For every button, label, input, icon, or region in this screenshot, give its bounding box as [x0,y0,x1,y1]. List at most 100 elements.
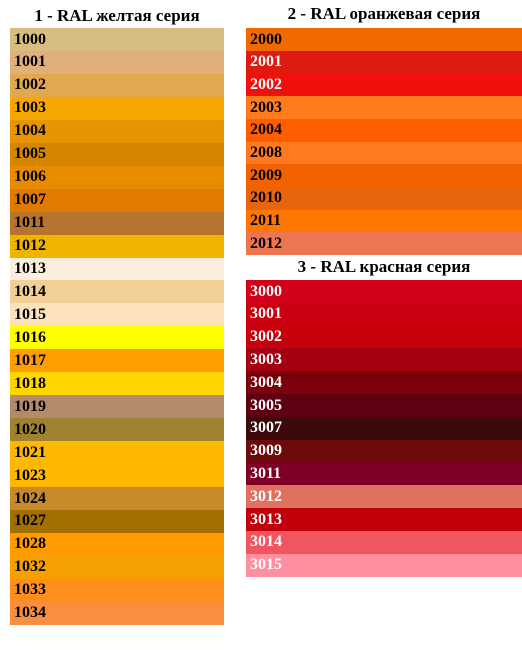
color-swatch: 2008 [246,141,522,165]
color-code: 2011 [250,212,282,230]
color-code: 3003 [250,350,282,368]
color-code: 1018 [14,374,46,392]
color-swatch: 3015 [246,553,522,577]
color-swatch: 3013 [246,508,522,531]
color-code: 1021 [14,443,46,461]
color-code: 1017 [14,351,46,369]
color-swatch: 3002 [246,325,522,349]
color-swatch: 1000 [10,28,224,51]
color-swatch: 3005 [246,394,522,417]
color-code: 1011 [14,214,46,232]
color-code: 2009 [250,166,282,184]
color-swatch: 1027 [10,509,224,533]
color-code: 3005 [250,396,282,414]
color-swatch: 3014 [246,530,522,554]
color-code: 3004 [250,373,282,391]
color-swatch: 1007 [10,188,224,212]
color-code: 3014 [250,533,282,551]
color-swatch: 1011 [10,211,224,235]
color-swatch: 2010 [246,186,522,210]
color-swatch: 3000 [246,280,522,303]
color-swatch: 1013 [10,257,224,281]
color-swatch: 1014 [10,280,224,304]
color-swatch: 3001 [246,302,522,326]
color-code: 1013 [14,260,46,277]
color-code: 3002 [250,328,282,346]
color-code: 1020 [14,420,46,438]
color-swatch: 1021 [10,441,224,465]
color-swatch: 1034 [10,601,224,625]
color-swatch: 1001 [10,50,224,74]
color-swatch: 3011 [246,462,522,486]
color-swatch: 1003 [10,96,224,120]
color-swatch: 2012 [246,232,522,256]
section-title: 1 - RAL желтая серия [34,6,200,25]
color-swatch: 1006 [10,165,224,189]
color-code: 1033 [14,581,46,599]
color-code: 3007 [250,419,282,437]
color-code: 2004 [250,121,282,139]
color-swatch: 2002 [246,73,522,97]
color-swatch: 1033 [10,578,224,602]
color-swatch: 3004 [246,371,522,395]
color-swatch: 1020 [10,418,224,442]
color-code: 1014 [14,282,46,300]
color-swatch: 2000 [246,28,522,51]
color-code: 3011 [250,464,282,482]
color-code: 2002 [250,75,282,93]
color-code: 3000 [250,282,282,300]
color-code: 1024 [14,489,46,507]
color-swatch: 1023 [10,464,224,488]
color-code: 1006 [14,168,46,186]
color-code: 1004 [14,122,46,140]
color-swatch: 1028 [10,532,224,556]
color-code: 1005 [14,145,46,163]
color-swatch: 1019 [10,395,224,419]
color-swatch: 3003 [246,348,522,372]
color-swatch: 1024 [10,487,224,510]
color-code: 1007 [14,191,46,209]
color-code: 3009 [250,442,282,460]
color-code: 2001 [250,53,282,71]
section-title: 3 - RAL красная серия [297,257,471,276]
color-swatch: 3012 [246,485,522,509]
color-swatch: 1017 [10,349,224,373]
color-code: 3013 [250,510,282,528]
color-code: 1027 [14,512,46,530]
color-swatch: 1018 [10,372,224,396]
color-code: 1003 [14,99,46,117]
color-code: 1001 [14,53,46,71]
color-code: 1016 [14,328,46,346]
color-code: 3012 [250,487,282,505]
color-code: 3015 [250,556,282,574]
color-code: 1034 [14,604,46,622]
color-code: 2008 [250,144,282,161]
color-code: 2012 [250,234,282,252]
color-code: 1015 [14,305,46,323]
color-code: 2010 [250,189,282,207]
color-code: 2003 [250,98,282,116]
color-swatch: 3009 [246,439,522,463]
color-code: 1012 [14,237,46,255]
color-code: 3001 [250,305,282,323]
color-code: 1000 [14,30,46,48]
color-code: 1028 [14,535,46,553]
color-swatch: 2009 [246,164,522,188]
color-swatch: 1004 [10,119,224,143]
color-swatch: 1016 [10,326,224,350]
color-code: 1002 [14,76,46,94]
color-code: 1019 [14,397,46,415]
color-swatch: 1015 [10,303,224,327]
color-swatch: 2004 [246,118,522,142]
color-swatch: 2003 [246,96,522,120]
color-code: 1032 [14,558,46,576]
color-swatch: 1032 [10,555,224,579]
color-swatch: 2011 [246,209,522,233]
color-swatch: 1002 [10,73,224,97]
color-swatch: 2001 [246,50,522,74]
color-code: 2000 [250,30,282,48]
section-title: 2 - RAL оранжевая серия [287,4,481,23]
color-swatch: 3007 [246,416,522,440]
color-swatch: 1012 [10,234,224,258]
color-code: 1023 [14,466,46,484]
